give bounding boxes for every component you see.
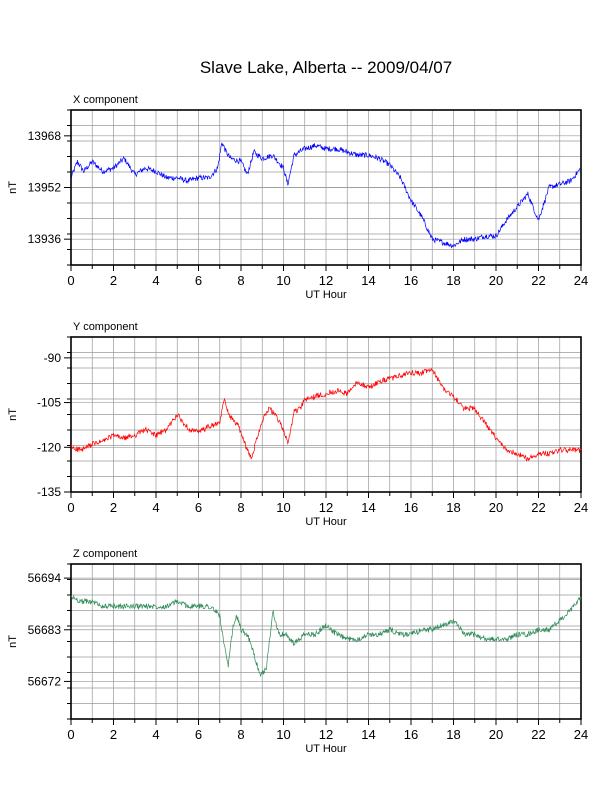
- x-tick-label: 6: [195, 727, 202, 742]
- x-tick-label: 10: [276, 500, 290, 515]
- x-tick-label: 20: [489, 273, 503, 288]
- x-tick-label: 24: [574, 727, 588, 742]
- x-tick-label: 10: [276, 727, 290, 742]
- x-tick-label: 2: [110, 273, 117, 288]
- x-axis-label: UT Hour: [305, 289, 347, 301]
- y-axis-label: nT: [7, 635, 19, 648]
- y-tick-label: 56672: [28, 674, 62, 688]
- x-tick-label: 24: [574, 500, 588, 515]
- x-tick-label: 4: [152, 727, 159, 742]
- panel-title: X component: [73, 94, 138, 106]
- x-tick-label: 18: [446, 273, 460, 288]
- x-tick-label: 2: [110, 727, 117, 742]
- x-tick-label: 16: [404, 727, 418, 742]
- x-tick-label: 10: [276, 273, 290, 288]
- series-line: [70, 594, 582, 678]
- panel-title: Z component: [73, 548, 137, 560]
- x-tick-label: 14: [361, 727, 375, 742]
- x-tick-label: 0: [67, 273, 74, 288]
- y-tick-label: 13936: [28, 232, 62, 246]
- x-tick-label: 4: [152, 500, 159, 515]
- x-axis-label: UT Hour: [305, 743, 347, 755]
- series-line: [70, 368, 582, 462]
- x-tick-label: 2: [110, 500, 117, 515]
- x-tick-label: 22: [531, 500, 545, 515]
- y-axis-label: nT: [7, 181, 19, 194]
- x-tick-label: 16: [404, 500, 418, 515]
- x-tick-label: 24: [574, 273, 588, 288]
- x-tick-label: 12: [319, 273, 333, 288]
- x-tick-label: 0: [67, 727, 74, 742]
- x-tick-label: 22: [531, 727, 545, 742]
- panel-2: 0 2 4 6 8 10 12 14 16 18 20 22 24-135-120-105-90Y co…: [7, 321, 588, 528]
- x-tick-label: 14: [361, 273, 375, 288]
- y-tick-label: -120: [37, 440, 61, 454]
- y-axis-label: nT: [7, 408, 19, 421]
- x-tick-label: 22: [531, 273, 545, 288]
- x-tick-label: 14: [361, 500, 375, 515]
- x-tick-label: 20: [489, 727, 503, 742]
- y-tick-label: 56683: [28, 623, 62, 637]
- y-tick-label: 13952: [28, 181, 62, 195]
- y-tick-label: 56694: [28, 571, 62, 585]
- x-tick-label: 12: [319, 727, 333, 742]
- x-tick-label: 20: [489, 500, 503, 515]
- x-axis-label: UT Hour: [305, 516, 347, 528]
- x-tick-label: 18: [446, 727, 460, 742]
- x-tick-label: 8: [237, 273, 244, 288]
- y-tick-label: 13968: [28, 129, 62, 143]
- x-tick-label: 16: [404, 273, 418, 288]
- x-tick-label: 18: [446, 500, 460, 515]
- y-tick-label: -135: [37, 485, 61, 499]
- x-tick-label: 6: [195, 273, 202, 288]
- y-tick-label: -105: [37, 396, 61, 410]
- x-tick-label: 0: [67, 500, 74, 515]
- x-tick-label: 8: [237, 500, 244, 515]
- series-line: [70, 141, 582, 249]
- x-tick-label: 8: [237, 727, 244, 742]
- chart-main-title: Slave Lake, Alberta -- 2009/04/07: [199, 58, 453, 77]
- x-tick-label: 12: [319, 500, 333, 515]
- y-tick-label: -90: [44, 351, 62, 365]
- x-tick-label: 4: [152, 273, 159, 288]
- panel-title: Y component: [73, 321, 138, 333]
- x-tick-label: 6: [195, 500, 202, 515]
